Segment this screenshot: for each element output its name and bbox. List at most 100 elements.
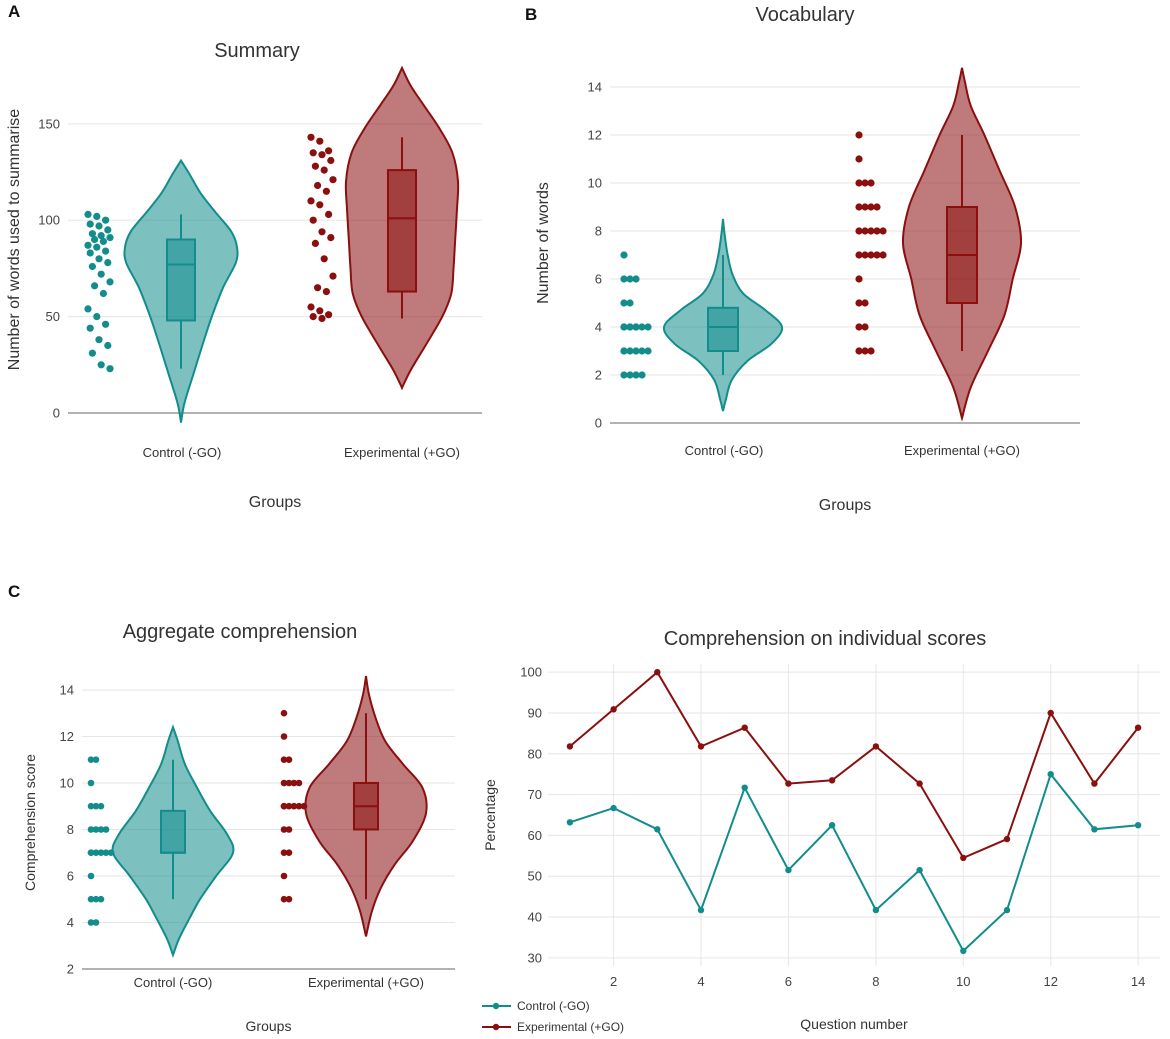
data-point — [873, 203, 881, 211]
data-point — [311, 162, 319, 170]
data-point — [84, 305, 92, 313]
data-point — [309, 216, 317, 224]
data-point — [104, 226, 112, 234]
data-point — [566, 743, 574, 750]
data-point — [92, 826, 100, 833]
legend-swatch-marker — [492, 1023, 500, 1031]
data-point — [855, 299, 863, 307]
data-point — [329, 272, 337, 280]
data-point — [290, 802, 298, 810]
y-tick-label: 8 — [67, 822, 74, 837]
data-point — [92, 895, 100, 903]
data-point — [610, 706, 617, 713]
x-tick-label: 8 — [872, 974, 879, 989]
y-axis-label: Number of words — [535, 182, 552, 304]
data-point — [632, 371, 640, 379]
data-point — [325, 311, 333, 319]
x-axis-label: Question number — [800, 1016, 908, 1032]
data-point — [295, 779, 303, 787]
data-point — [1091, 780, 1098, 787]
data-point — [106, 234, 114, 242]
data-point — [97, 826, 105, 833]
data-point — [311, 239, 319, 247]
data-point — [879, 227, 887, 235]
y-tick-label: 100 — [38, 213, 60, 228]
y-tick-label: 10 — [60, 775, 74, 790]
data-point — [88, 230, 96, 238]
y-axis-label: Number of words used to summarise — [6, 109, 23, 371]
data-point — [104, 259, 112, 267]
data-point — [960, 947, 967, 955]
data-point — [327, 156, 335, 165]
data-point — [855, 203, 863, 211]
data-point — [329, 176, 337, 184]
data-point — [93, 313, 101, 321]
chart-title: Aggregate comprehension — [123, 621, 358, 643]
data-point — [855, 179, 863, 187]
data-point — [861, 299, 869, 307]
data-point — [309, 149, 317, 157]
data-point — [867, 251, 875, 259]
data-point — [316, 307, 324, 315]
box-iqr — [707, 306, 739, 352]
data-point — [960, 854, 967, 862]
y-tick-label: 80 — [528, 746, 542, 761]
data-point — [104, 341, 112, 350]
data-point — [102, 826, 110, 833]
data-point — [97, 270, 105, 278]
data-point — [290, 779, 298, 787]
y-tick-label: 2 — [595, 368, 602, 383]
x-tick-label: 14 — [1131, 974, 1145, 989]
data-point — [855, 275, 863, 283]
x-category-label: Experimental (+GO) — [308, 975, 424, 990]
y-axis-label: Comprehension score — [22, 754, 38, 891]
data-point — [316, 201, 324, 209]
data-point — [828, 777, 836, 784]
data-point — [280, 872, 288, 880]
y-tick-label: 4 — [595, 320, 602, 335]
data-point — [307, 197, 315, 205]
data-point — [102, 247, 110, 255]
legend-label-experimental: Experimental (+GO) — [517, 1020, 624, 1034]
data-point — [307, 303, 315, 311]
data-point — [644, 347, 652, 355]
data-point — [91, 235, 99, 244]
data-point — [861, 179, 869, 187]
data-point — [87, 802, 95, 810]
data-point — [87, 779, 95, 787]
data-point — [867, 203, 875, 211]
data-point — [314, 284, 322, 292]
y-tick-label: 2 — [67, 962, 74, 977]
data-point — [316, 137, 324, 145]
x-category-label: Control (-GO) — [134, 975, 213, 990]
data-point — [93, 212, 101, 220]
data-point — [309, 313, 317, 321]
data-point — [632, 347, 640, 355]
data-point — [867, 179, 875, 187]
data-point — [620, 371, 628, 379]
y-tick-label: 12 — [60, 729, 74, 744]
data-point — [1003, 835, 1011, 843]
y-tick-label: 60 — [528, 828, 542, 843]
x-axis-label: Groups — [819, 497, 871, 514]
data-point — [325, 210, 333, 218]
data-point — [916, 866, 923, 874]
data-point — [638, 323, 646, 331]
data-point — [86, 249, 94, 257]
data-point — [92, 849, 100, 856]
data-point — [92, 919, 100, 926]
data-point — [322, 187, 330, 195]
panel-letter: B — [525, 5, 537, 24]
y-tick-label: 40 — [528, 910, 542, 925]
data-point — [84, 241, 92, 249]
data-point — [632, 275, 640, 283]
data-point — [861, 347, 869, 355]
y-tick-label: 50 — [46, 309, 60, 324]
chart-title: Summary — [214, 40, 300, 62]
data-point — [610, 804, 617, 812]
data-point — [285, 849, 293, 856]
data-point — [87, 756, 95, 763]
data-point — [86, 220, 94, 228]
data-point — [638, 347, 646, 355]
